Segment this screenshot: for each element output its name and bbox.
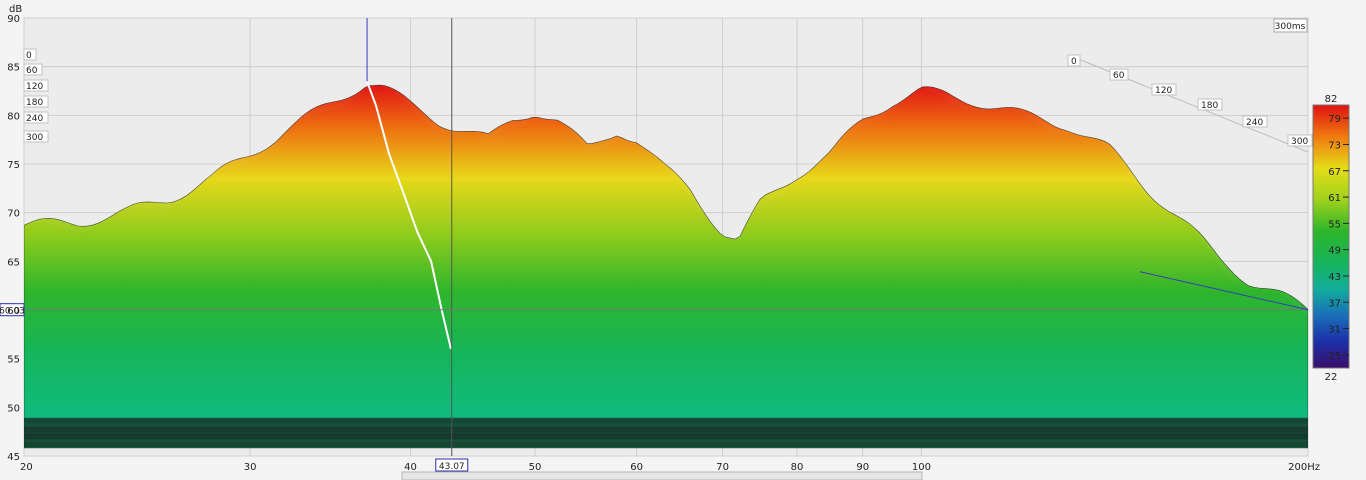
time-tick-right: 60 <box>1113 71 1125 81</box>
x-tick-label: 50 <box>529 462 542 473</box>
y-tick-label: 65 <box>7 257 20 268</box>
x-tick-label: 100 <box>912 462 931 473</box>
horizontal-scrollbar[interactable] <box>401 471 923 480</box>
time-tick-left: 60 <box>26 66 38 76</box>
x-tick-label: 20 <box>20 462 33 473</box>
time-tick-left: 120 <box>26 82 43 92</box>
y-tick-label: 45 <box>7 452 20 463</box>
x-axis: 20 30 40 50 60 70 80 90 100 200Hz <box>20 462 1320 473</box>
color-scale-bar <box>1312 104 1350 369</box>
cursor-y-box <box>0 303 25 317</box>
depth-marker-line <box>1139 271 1309 311</box>
color-scale-tick-label: 55 <box>1328 219 1341 230</box>
time-span-label: 300ms <box>1273 18 1308 33</box>
color-scale-max: 82 <box>1325 94 1338 105</box>
waterfall-slice <box>24 84 1308 419</box>
color-scale-tick-label: 67 <box>1328 167 1341 178</box>
time-tick-right: 120 <box>1155 86 1172 96</box>
x-tick-label: 40 <box>404 462 417 473</box>
time-tick-left: 0 <box>26 51 32 61</box>
time-tick-box <box>1067 54 1081 67</box>
x-tick-label: 30 <box>244 462 257 473</box>
y-tick-label: 70 <box>7 209 20 220</box>
color-scale-tick-label: 37 <box>1328 298 1341 309</box>
color-scale-tick-label: 25 <box>1328 351 1341 362</box>
color-scale-tick-label: 43 <box>1328 272 1341 283</box>
time-tick-box <box>23 63 43 76</box>
time-tick-box <box>1109 68 1129 81</box>
color-scale-tick-label: 31 <box>1328 325 1341 336</box>
y-tick-label: 85 <box>7 63 20 74</box>
time-tick-box <box>1242 115 1268 128</box>
color-scale-tick-label: 79 <box>1328 114 1341 125</box>
y-tick-label: 50 <box>7 403 20 414</box>
color-scale-tick-label: 49 <box>1328 246 1341 257</box>
time-tick-left: 240 <box>26 114 43 124</box>
color-scale-min: 22 <box>1325 372 1338 383</box>
cursor-x-box <box>435 458 469 472</box>
y-tick-label: 90 <box>7 14 20 25</box>
peak-ridge-line <box>366 80 452 350</box>
cursor-lines: 60.03 43.07 <box>0 18 1309 472</box>
x-tick-label: 70 <box>716 462 729 473</box>
time-axis: 0 60 120 180 240 300 0 60 120 180 240 300 <box>23 48 1313 147</box>
y-tick-label: 60 <box>7 306 20 317</box>
time-tick-box <box>1197 98 1223 111</box>
time-tick-right: 240 <box>1246 118 1263 128</box>
time-tick-right: 0 <box>1071 57 1077 67</box>
y-tick-label: 80 <box>7 111 20 122</box>
x-tick-label: 80 <box>791 462 804 473</box>
color-scale-tick-label: 61 <box>1328 193 1341 204</box>
time-tick-right: 300 <box>1291 137 1308 147</box>
time-tick-left: 180 <box>26 98 43 108</box>
time-tick-box <box>23 48 37 61</box>
y-axis: 90 85 80 75 70 65 60 55 50 45 <box>7 14 20 463</box>
x-tick-label: 90 <box>856 462 869 473</box>
cursor-y-value: 60.03 <box>0 307 25 317</box>
color-scale: 82 22 79 73 67 61 55 49 43 37 31 25 <box>1312 94 1350 383</box>
time-tick-right: 180 <box>1201 101 1218 111</box>
color-scale-tick-label: 73 <box>1328 140 1341 151</box>
time-tick-box <box>1287 134 1313 147</box>
x-tick-label: 60 <box>630 462 643 473</box>
waterfall-surface <box>24 80 1308 449</box>
y-tick-label: 75 <box>7 160 20 171</box>
time-tick-left: 300 <box>26 133 43 143</box>
time-tick-box <box>23 111 49 124</box>
x-tick-label: 200Hz <box>1288 462 1320 473</box>
cursor-x-value: 43.07 <box>439 462 465 472</box>
y-tick-label: 55 <box>7 355 20 366</box>
time-tick-box <box>1151 83 1177 96</box>
time-span-text: 300ms <box>1275 22 1306 32</box>
time-tick-box <box>23 79 49 92</box>
y-unit-label: dB <box>9 4 22 15</box>
time-tick-box <box>23 130 49 143</box>
time-tick-box <box>23 95 49 108</box>
